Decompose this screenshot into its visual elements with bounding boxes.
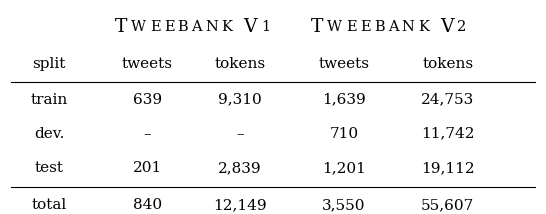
Text: E: E xyxy=(360,20,371,34)
Text: 2: 2 xyxy=(458,20,467,34)
Text: 1,639: 1,639 xyxy=(322,92,366,107)
Text: V: V xyxy=(440,18,454,36)
Text: E: E xyxy=(164,20,175,34)
Text: 24,753: 24,753 xyxy=(421,92,474,107)
Text: 9,310: 9,310 xyxy=(218,92,262,107)
Text: tweets: tweets xyxy=(318,57,370,71)
Text: 201: 201 xyxy=(133,161,162,175)
Text: 639: 639 xyxy=(133,92,162,107)
Text: –: – xyxy=(144,127,151,141)
Text: E: E xyxy=(347,20,357,34)
Text: 1,201: 1,201 xyxy=(322,161,366,175)
Text: K: K xyxy=(222,20,233,34)
Text: B: B xyxy=(374,20,385,34)
Text: 840: 840 xyxy=(133,198,162,213)
Text: K: K xyxy=(418,20,429,34)
Text: N: N xyxy=(401,20,414,34)
Text: V: V xyxy=(244,18,257,36)
Text: B: B xyxy=(177,20,188,34)
Text: 710: 710 xyxy=(329,127,359,141)
Text: 55,607: 55,607 xyxy=(421,198,474,213)
Text: total: total xyxy=(32,198,67,213)
Text: 3,550: 3,550 xyxy=(322,198,366,213)
Text: T: T xyxy=(311,18,324,36)
Text: W: W xyxy=(131,20,146,34)
Text: tokens: tokens xyxy=(422,57,473,71)
Text: W: W xyxy=(327,20,342,34)
Text: split: split xyxy=(32,57,66,71)
Text: T: T xyxy=(115,18,127,36)
Text: 2,839: 2,839 xyxy=(218,161,262,175)
Text: 11,742: 11,742 xyxy=(421,127,474,141)
Text: dev.: dev. xyxy=(34,127,64,141)
Text: test: test xyxy=(34,161,64,175)
Text: A: A xyxy=(388,20,399,34)
Text: E: E xyxy=(150,20,161,34)
Text: tweets: tweets xyxy=(122,57,173,71)
Text: N: N xyxy=(205,20,218,34)
Text: –: – xyxy=(236,127,244,141)
Text: tokens: tokens xyxy=(215,57,266,71)
Text: 12,149: 12,149 xyxy=(213,198,267,213)
Text: A: A xyxy=(191,20,202,34)
Text: 1: 1 xyxy=(261,20,270,34)
Text: train: train xyxy=(31,92,68,107)
Text: 19,112: 19,112 xyxy=(421,161,474,175)
